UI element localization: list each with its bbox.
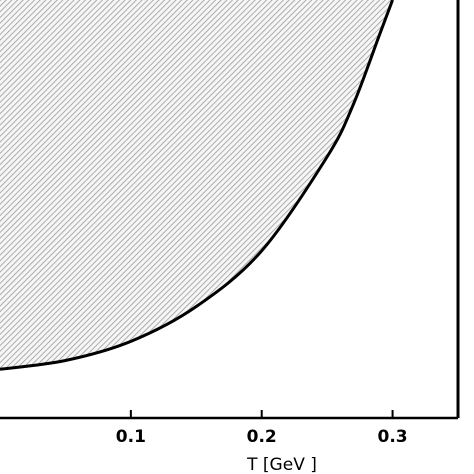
plot-area: [0, 0, 460, 420]
hatched-region: [0, 0, 393, 370]
boundary-curve: [0, 0, 394, 371]
x-tick-label: 0.1: [116, 427, 146, 447]
x-axis-ticks: 0.1 0.2 0.3: [116, 410, 408, 447]
x-tick-label: 0.3: [378, 427, 408, 447]
x-axis-title: T [GeV ]: [246, 455, 317, 474]
x-tick-label: 0.2: [247, 427, 277, 447]
